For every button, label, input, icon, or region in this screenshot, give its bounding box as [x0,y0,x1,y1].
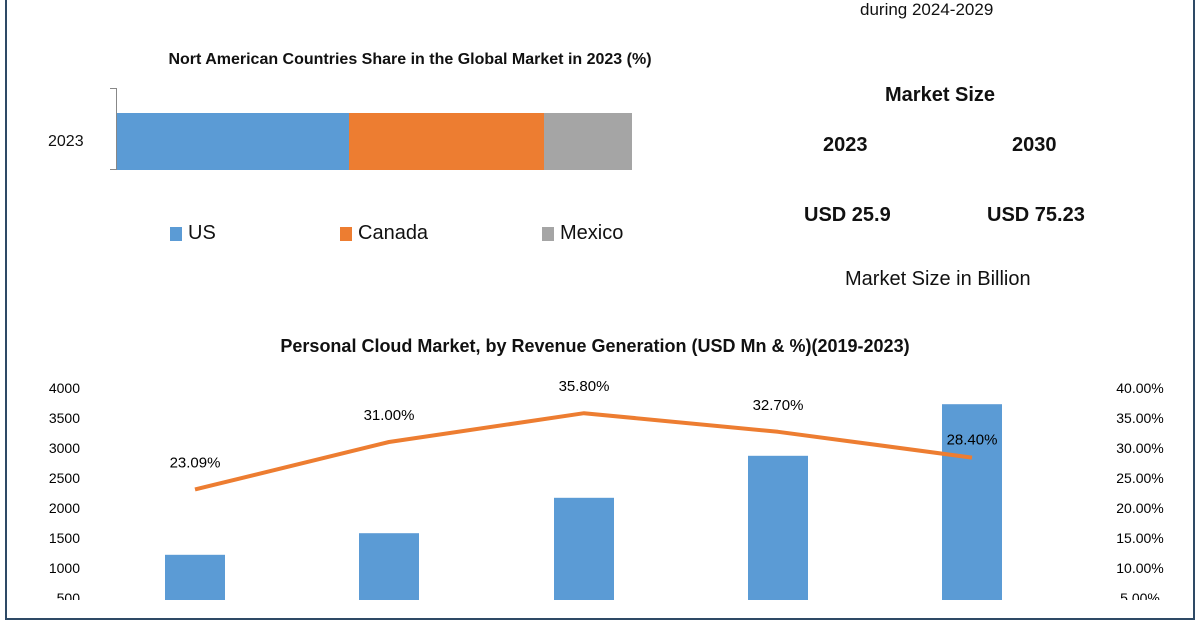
legend-item-mexico: Mexico [542,222,623,245]
header-fragment: during 2024-2029 [860,0,994,19]
left-tick-label: 3000 [49,440,80,456]
right-tick-label: 20.00% [1116,500,1163,516]
share-axis [116,88,117,170]
growth-data-label: 35.80% [559,378,610,395]
right-tick-label: 30.00% [1116,440,1163,456]
legend-item-canada: Canada [340,222,542,245]
revenue-bar [748,455,808,600]
growth-data-label: 23.09% [170,454,221,471]
market-size-title: Market Size [885,84,996,106]
revenue-bar [359,533,419,600]
market-value-2023: USD 25.9 [804,204,891,226]
stack-segment-mexico [544,113,632,170]
legend-label: Canada [358,222,429,244]
stack-segment-canada [348,113,545,170]
axis-tick [110,88,116,89]
stack-segment-us [117,113,349,170]
revenue-chart: 4000 3500 3000 2500 2000 1500 1000 500 40.00% 35.… [49,378,1164,600]
right-tick-label: 35.00% [1116,410,1163,426]
right-tick-label: 5.00% [1120,590,1160,600]
growth-data-label: 28.40% [947,432,998,449]
market-year-2030: 2030 [1012,134,1057,156]
share-category-label: 2023 [48,133,84,150]
left-tick-label: 3500 [49,410,80,426]
left-tick-label: 1500 [49,530,80,546]
share-legend: US Canada Mexico [170,222,623,245]
left-tick-label: 500 [57,590,81,600]
right-tick-label: 15.00% [1116,530,1163,546]
growth-data-label: 32.70% [753,397,804,414]
left-tick-label: 2000 [49,500,80,516]
axis-tick [110,169,116,170]
legend-label: Mexico [560,222,624,244]
legend-label: US [188,222,216,244]
legend-swatch [542,226,554,241]
revenue-bar [554,497,614,600]
revenue-chart-title: Personal Cloud Market, by Revenue Genera… [280,336,910,356]
right-tick-label: 10.00% [1116,560,1163,576]
growth-line [194,411,973,492]
left-tick-label: 2500 [49,470,80,486]
revenue-bar [165,554,225,600]
stacked-bar [117,113,632,170]
growth-data-label: 31.00% [364,407,415,424]
left-tick-label: 4000 [49,380,80,396]
right-tick-label: 40.00% [1116,380,1163,396]
market-size-note: Market Size in Billion [845,268,1031,290]
market-value-2030: USD 75.23 [987,204,1085,226]
legend-swatch [170,226,182,241]
left-tick-label: 1000 [49,560,80,576]
market-year-2023: 2023 [823,134,868,156]
revenue-bar [942,404,1002,600]
share-chart-title: Nort American Countries Share in the Glo… [168,51,652,68]
legend-swatch [340,226,352,241]
legend-item-us: US [170,222,340,245]
right-tick-label: 25.00% [1116,470,1163,486]
